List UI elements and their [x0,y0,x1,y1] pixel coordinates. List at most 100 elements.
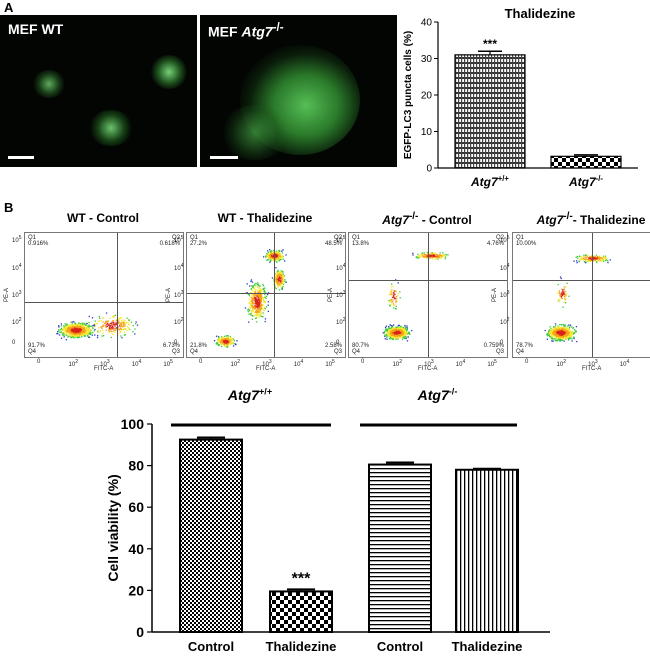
scatter-point [387,332,389,334]
scatter-point [396,326,399,328]
scatter-point [78,330,80,333]
scatter-point [256,304,258,306]
scatter-point [564,333,566,335]
flow-x-tick-label: 102 [230,359,241,368]
scatter-point [564,332,567,334]
scatter-point [559,336,561,338]
flow-y-axis-label: PE-A [492,287,499,303]
scatter-point [578,260,580,262]
scatter-point [559,340,561,342]
scatter-point [560,335,562,337]
scatter-point [74,323,76,325]
scatter-point [83,326,86,328]
scatter-point [222,342,225,344]
scatter-point [412,254,414,256]
scatter-point [555,335,558,337]
scatter-point [562,329,564,331]
scatter-point [392,329,394,332]
scatter-point [257,302,259,304]
scatter-point [563,292,565,294]
scatter-point [440,257,442,259]
scatter-point [262,304,264,307]
scatter-point [391,336,393,339]
scatter-point [223,337,226,340]
scatter-point [86,323,88,325]
scatter-point [569,330,572,332]
scatter-point [58,329,60,331]
scatter-point [101,327,103,329]
scatter-point [220,341,222,344]
scatter-point [546,333,548,335]
scatter-point [119,322,122,324]
scatter-point [384,326,387,329]
scatter-point [278,284,280,286]
scatter-point [275,250,278,252]
scatter-point [548,329,551,331]
scatter-point [552,334,554,336]
scatter-point [58,334,61,336]
scatter-point [259,300,261,302]
scatter-point [282,275,284,278]
scatter-point [111,332,113,335]
quadrant-percentage: 6.73% [162,343,180,349]
scatter-point [559,294,561,296]
scatter-point [566,331,568,333]
scatter-point [397,295,399,297]
scatter-point [392,303,394,305]
scatter-point [265,256,268,258]
x-tick-label: Atg7+/+ [470,174,509,189]
scatter-point [112,324,114,326]
scatter-point [391,333,393,335]
scatter-point [553,338,556,340]
scatter-point [251,303,253,305]
scatter-point [68,326,70,329]
scatter-point [126,326,129,328]
scatter-point [267,310,269,312]
scatter-point [269,258,272,260]
scatter-point [218,337,220,339]
scatter-point [222,336,224,339]
scatter-point [255,306,257,308]
scatter-point [63,326,65,328]
scatter-point [400,337,402,339]
scatter-point [88,321,90,324]
scatter-point [74,329,76,332]
scatter-point [570,331,573,333]
scatter-point [84,332,87,334]
scatter-point [254,294,257,296]
scatter-point [229,339,231,341]
scatter-point [564,298,566,300]
quadrant-label: Q2 48.5% [325,235,342,247]
scatter-point [254,308,256,310]
scatter-point [553,330,555,332]
scatter-point [557,332,559,334]
scatter-point [571,332,573,334]
scatter-point [86,325,88,327]
scatter-point [261,289,263,291]
scatter-point [395,298,397,300]
flow-y-tick-label: 0 [12,339,16,346]
scatter-point [560,337,562,339]
scatter-point [569,332,571,334]
scatter-point [557,327,560,329]
scatter-point [254,297,256,299]
scatter-point [81,336,83,338]
scatter-point [275,282,277,284]
cell-blob [88,110,134,146]
scatter-point [406,331,408,333]
scatter-point [602,258,604,260]
scatter-point [600,260,602,262]
scatter-point [595,254,598,256]
scatter-point [123,328,125,331]
scatter-point [248,295,250,297]
scatter-point [398,334,400,336]
scatter-point [549,333,551,336]
scatter-point [551,329,553,331]
scatter-point [66,329,68,332]
scatter-point [392,332,394,334]
scatter-point [71,336,73,338]
scatter-point [216,342,218,345]
scatter-point [558,332,560,334]
flow-x-tick-label: 102 [392,359,403,368]
scatter-point [276,271,278,273]
